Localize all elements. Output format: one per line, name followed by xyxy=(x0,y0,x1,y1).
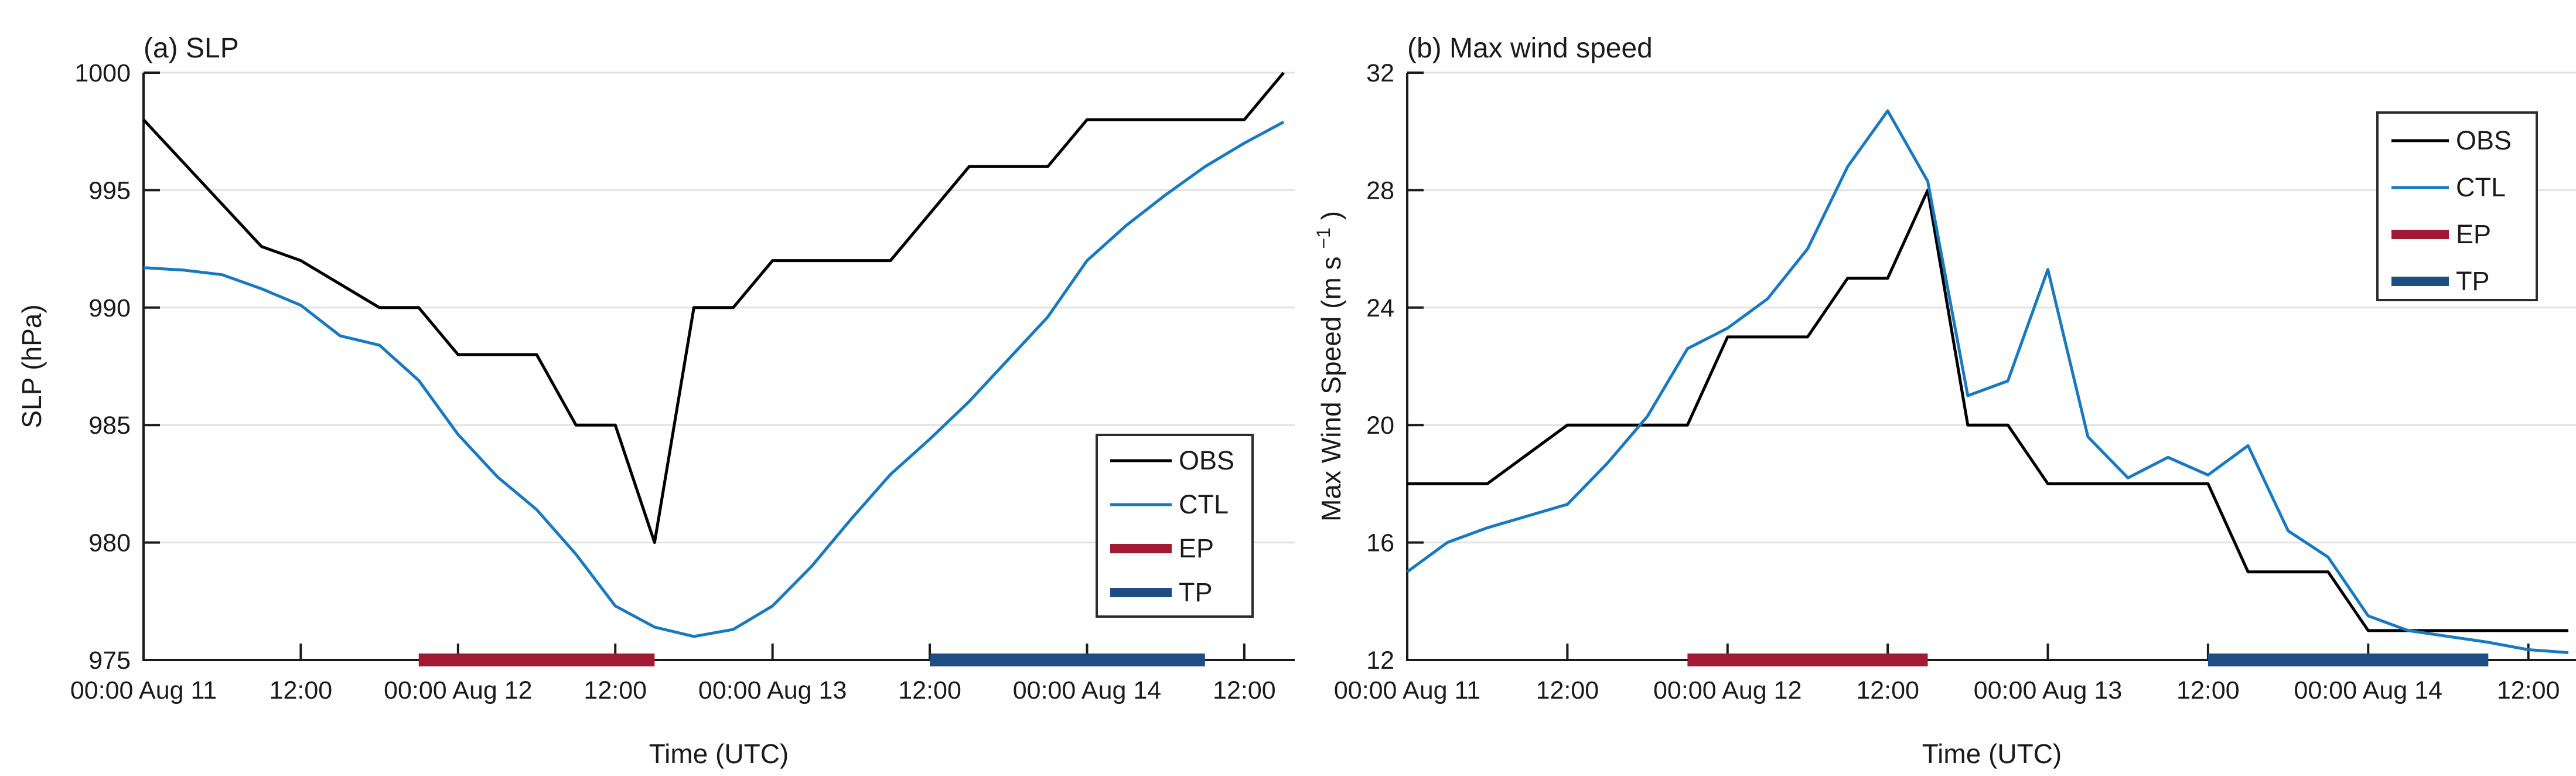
panel-a-plot-area: 975 980 985 990 995 1000 00:00 Aug 11 12:00 00:0… xyxy=(70,59,1295,704)
panel-a-xtick-label-36: 12:00 xyxy=(584,676,647,704)
panel-b-xtick-label-12: 12:00 xyxy=(1536,676,1599,704)
panel-b-xtick-label-48: 00:00 Aug 13 xyxy=(1974,676,2122,704)
panel-a-xtick-label-12: 12:00 xyxy=(269,676,333,704)
panel-b-xtick-label-24: 00:00 Aug 12 xyxy=(1653,676,1802,704)
panel-a-xtick-label-48: 00:00 Aug 13 xyxy=(698,676,847,704)
panel-b-xtick-label-72: 00:00 Aug 14 xyxy=(2294,676,2442,704)
panel-b-y-axis-label-main: Max Wind Speed (m s xyxy=(1316,256,1346,521)
panel-b-ytick-label-16: 16 xyxy=(1366,529,1394,557)
panel-b-y-axis-label: Max Wind Speed (m s −1 ) xyxy=(1305,211,1346,522)
panel-b-legend-label-ctl: CTL xyxy=(2456,172,2506,202)
panel-a-legend-box xyxy=(1096,434,1254,618)
panel-a-ctl-line xyxy=(143,120,1285,638)
panel-a-legend-label-ep: EP xyxy=(1179,533,1214,563)
panel-a-y-axis-label: SLP (hPa) xyxy=(16,304,47,428)
panel-a-obs-line xyxy=(142,72,1285,544)
panel-a-xtick-label-72: 00:00 Aug 14 xyxy=(1013,676,1161,704)
panel-a-xtick-label-84: 12:00 xyxy=(1213,676,1276,704)
panel-a-legend-label-obs: OBS xyxy=(1179,445,1234,475)
panel-b-x-axis-label: Time (UTC) xyxy=(1922,738,2062,769)
panel-b-y-axis-label-close: ) xyxy=(1316,211,1346,220)
panel-b-xtick-label-36: 12:00 xyxy=(1856,676,1919,704)
panel-b-ytick-label-24: 24 xyxy=(1366,294,1394,322)
panel-a-xtick-label-24: 00:00 Aug 12 xyxy=(384,676,532,704)
panel-a-title: (a) SLP xyxy=(144,33,239,64)
panel-b-ytick-label-32: 32 xyxy=(1366,59,1394,87)
panel-b-obs-line xyxy=(1407,188,2568,632)
panel-b-y-axis-label-superscript: −1 xyxy=(1313,227,1334,249)
panel-b-ytick-label-12: 12 xyxy=(1366,646,1394,675)
panel-b-legend-label-tp: TP xyxy=(2456,266,2490,296)
panel-b-legend-label-obs: OBS xyxy=(2456,125,2512,155)
panel-b-xtick-label-60: 12:00 xyxy=(2176,676,2240,704)
panel-a-xtick-label-0: 00:00 Aug 11 xyxy=(70,676,217,704)
panel-b-ep-period-bar xyxy=(1687,654,1928,666)
panel-a-ytick-label-980: 980 xyxy=(88,529,131,557)
panel-b-tp-period-bar xyxy=(2207,654,2489,666)
panel-a-xtick-label-60: 12:00 xyxy=(898,676,961,704)
panel-a-ytick-label-1000: 1000 xyxy=(74,59,131,87)
panel-b-ytick-label-20: 20 xyxy=(1366,411,1394,440)
panel-a-x-axis-label: Time (UTC) xyxy=(649,738,789,769)
panel-b-legend-box xyxy=(2376,111,2538,301)
panel-b-plot-area: 12 16 20 24 28 32 00:00 Aug 11 12:00 00:00 Aug 1… xyxy=(1334,59,2576,704)
panel-b-ytick-label-28: 28 xyxy=(1366,176,1394,205)
panel-a-ytick-label-975: 975 xyxy=(88,646,131,675)
panel-a-legend-label-tp: TP xyxy=(1179,577,1213,607)
panel-a-ytick-label-985: 985 xyxy=(88,411,131,440)
panel-b-legend-label-ep: EP xyxy=(2456,219,2491,249)
panel-b-ctl-line xyxy=(1406,109,2569,654)
panel-b-xtick-label-84: 12:00 xyxy=(2497,676,2560,704)
panel-a-ep-period-bar xyxy=(418,654,655,666)
panel-a-ytick-label-995: 995 xyxy=(88,176,131,205)
panel-a-ytick-label-990: 990 xyxy=(88,294,131,322)
panel-a-tp-period-bar xyxy=(930,654,1205,666)
panel-b-xtick-label-0: 00:00 Aug 11 xyxy=(1334,676,1480,704)
panel-a-legend-label-ctl: CTL xyxy=(1179,489,1229,519)
panel-b-title: (b) Max wind speed xyxy=(1407,33,1653,64)
